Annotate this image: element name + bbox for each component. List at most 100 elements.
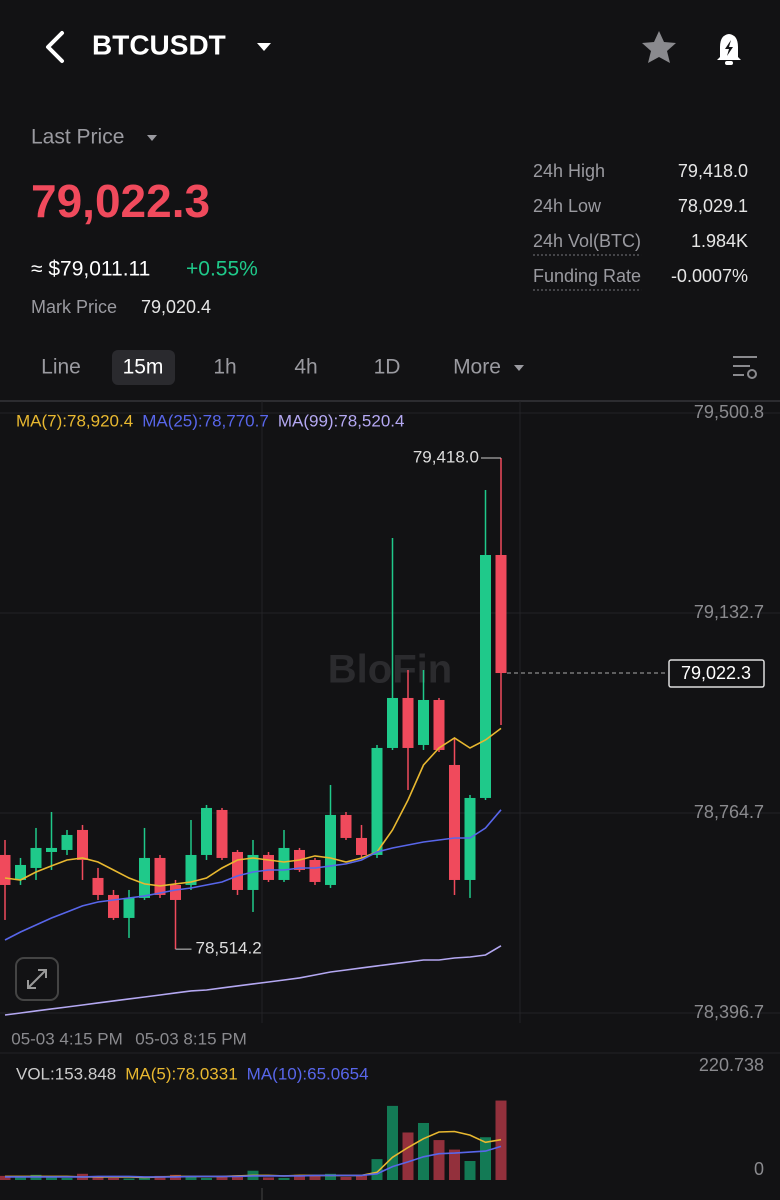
fullscreen-button[interactable] (15, 957, 59, 1001)
stat-value: 78,029.1 (678, 196, 748, 216)
selected-tab-bg (112, 350, 175, 385)
favorite-star[interactable] (642, 31, 676, 63)
volume-bar (325, 1173, 336, 1180)
volume-bar (309, 1175, 321, 1180)
volume-bar (371, 1159, 383, 1180)
volume-bar (356, 1175, 367, 1180)
price-chart: 78,396.7 78,764.7 79,132.7 79,500.8 05-03 4:… (0, 402, 780, 1048)
last-price-tag: 79,022.3 (681, 663, 751, 683)
timeframe-tab[interactable]: More (453, 356, 501, 379)
timeframe-tab[interactable]: 15m (123, 356, 164, 379)
candle-body (77, 829, 88, 860)
chart-settings[interactable] (733, 356, 757, 379)
candle-body (15, 864, 26, 880)
candle-body (46, 847, 57, 852)
volume-bar (216, 1176, 228, 1180)
stat-value: -0.0007% (671, 266, 748, 286)
mark-price: 79,020.4 (141, 297, 211, 317)
candle-body (387, 697, 398, 748)
candle-body (480, 554, 491, 798)
volume-bar (433, 1140, 445, 1180)
timeframe-tab[interactable]: 1h (213, 356, 236, 379)
candle-body (340, 814, 352, 838)
symbol-dropdown[interactable] (257, 43, 271, 51)
volume-bar (294, 1174, 305, 1180)
alert-bell[interactable] (717, 34, 741, 65)
candle-body (154, 857, 166, 895)
last-price-label[interactable]: Last Price (31, 126, 124, 149)
legend-entry: MA(10):65.0654 (247, 1064, 369, 1083)
price-change: +0.55% (186, 258, 258, 281)
volume-bar (123, 1178, 135, 1180)
candle-body (418, 699, 429, 745)
stats: 24h High 79,418.0 24h Low 78,029.1 24h Vol(B… (533, 161, 748, 291)
candle-body (108, 894, 119, 918)
volume-bar (0, 1175, 11, 1180)
timeframe-tab[interactable]: 4h (294, 356, 317, 379)
price-type-dropdown[interactable] (147, 135, 157, 141)
volume-bar (263, 1177, 274, 1180)
candle-body (263, 854, 274, 880)
candle-body (402, 697, 414, 748)
legend-entry: MA(7):78,920.4 (16, 411, 133, 430)
volume-bar (464, 1160, 476, 1180)
volume-bar (449, 1149, 460, 1180)
y-tick-label: 79,132.7 (694, 602, 764, 622)
x-tick-label: 05-03 8:15 PM (135, 1029, 247, 1048)
volume-bar (387, 1105, 398, 1180)
stat-value: 79,418.0 (678, 161, 748, 181)
candle-body (464, 797, 476, 880)
last-price: 79,022.3 (31, 175, 210, 227)
legend-entry: MA(5):78.0331 (125, 1064, 237, 1083)
stat-label: 24h Vol(BTC) (533, 231, 641, 251)
stat-label: Funding Rate (533, 266, 641, 286)
volume-bar (418, 1122, 429, 1180)
symbol[interactable]: BTCUSDT (92, 29, 226, 60)
mark-price-label: Mark Price (31, 297, 117, 317)
candle-body (356, 837, 367, 855)
volume-bar (278, 1177, 290, 1180)
timeframe-tab[interactable]: 1D (374, 356, 401, 379)
volume-bar (201, 1177, 212, 1180)
candle-body (449, 764, 460, 880)
candle-body (139, 857, 150, 898)
candle-body (433, 699, 445, 750)
volume-ma-line (5, 1145, 502, 1178)
y-tick-label: 220.738 (699, 1055, 764, 1075)
volume-bar (61, 1177, 73, 1180)
y-tick-label: 79,500.8 (694, 402, 764, 422)
volume-bar (108, 1177, 119, 1180)
candle-body (325, 814, 336, 885)
watermark: BloFin (328, 648, 452, 692)
volume-bar (480, 1137, 491, 1180)
candle-body (232, 851, 243, 890)
volume-title: VOL:153.848 (16, 1064, 116, 1083)
volume-bar (154, 1175, 166, 1180)
candle-body (30, 847, 42, 868)
back-button[interactable] (46, 31, 64, 63)
ma-line (4, 945, 502, 1016)
legend-entry: MA(25):78,770.7 (142, 411, 269, 430)
volume-bar (46, 1176, 57, 1180)
usd-price: ≈ $79,011.11 (31, 258, 150, 281)
annotation: 78,514.2 (196, 939, 262, 958)
candle-body (216, 809, 228, 858)
candle-body (278, 847, 290, 880)
y-tick-label: 78,764.7 (694, 802, 764, 822)
candle-body (170, 884, 181, 900)
x-tick-label: 05-03 4:15 PM (11, 1029, 123, 1048)
last-price-box (668, 659, 765, 688)
stat-label: 24h Low (533, 196, 602, 216)
timeframe-tabs: Line 15m 1h 4h 1D More (41, 356, 524, 379)
more-dropdown[interactable] (514, 365, 524, 371)
candle-body (0, 854, 11, 885)
volume-bar (15, 1177, 26, 1180)
candle-body (495, 554, 507, 674)
legend-entry: MA(99):78,520.4 (278, 411, 405, 430)
candle-body (309, 859, 321, 882)
timeframe-tab[interactable]: Line (41, 356, 81, 379)
volume-chart: 0 220.738 VOL:153.848 MA(5):78.0331 MA(10):6… (0, 1055, 764, 1180)
y-tick-label: 0 (754, 1159, 764, 1179)
